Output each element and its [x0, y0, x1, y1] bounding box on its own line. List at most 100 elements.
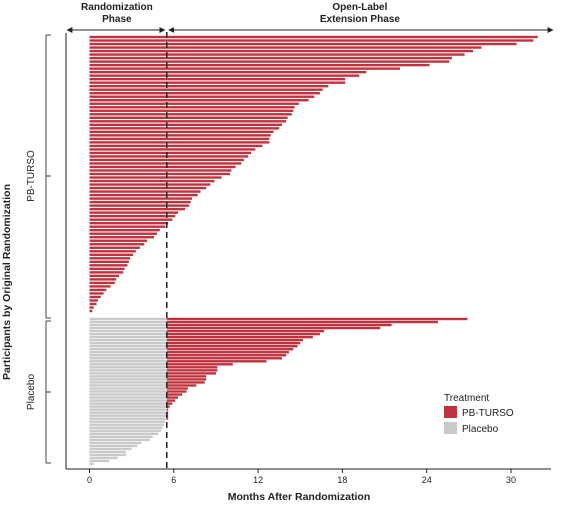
bar-extension [166, 375, 207, 378]
bar-placebo [89, 366, 167, 369]
bar-placebo [89, 354, 167, 357]
bar-pb-turso [89, 221, 169, 225]
bar-pb-turso [89, 46, 482, 49]
bar-pb-turso [89, 197, 193, 200]
bar-placebo [89, 323, 167, 327]
bar-pb-turso [89, 144, 263, 148]
bar-pb-turso [89, 246, 141, 249]
placebo-group-label: Placebo [26, 373, 37, 410]
bar-pb-turso [89, 92, 320, 95]
bar-extension [166, 348, 294, 351]
bar-pb-turso [89, 74, 360, 77]
x-tick-label: 30 [506, 475, 516, 485]
bar-extension [166, 335, 313, 339]
bar-extension [166, 378, 207, 381]
x-tick-label: 12 [253, 475, 263, 485]
bar-pb-turso [89, 151, 252, 155]
bar-extension [166, 351, 290, 354]
bar-placebo [89, 444, 138, 448]
bar-pb-turso [89, 123, 282, 127]
bar-pb-turso [89, 306, 94, 309]
bar-placebo [89, 326, 167, 330]
bar-placebo [89, 381, 167, 384]
bar-placebo [89, 450, 127, 454]
legend-swatch-placebo [444, 422, 457, 434]
bar-pb-turso [89, 193, 198, 197]
bar-placebo [89, 462, 94, 466]
bar-pb-turso [89, 236, 155, 239]
bar-pb-turso [89, 113, 292, 116]
bar-pb-turso [89, 183, 211, 186]
bar-placebo [89, 399, 167, 402]
bar-pb-turso [89, 158, 245, 162]
bar-placebo [89, 417, 167, 420]
bar-pb-turso [89, 116, 288, 119]
bar-pb-turso [89, 271, 124, 274]
legend: Treatment PB-TURSO Placebo [444, 393, 514, 435]
bar-pb-turso [89, 281, 115, 285]
bar-pb-turso [89, 288, 107, 292]
bar-pb-turso [89, 99, 309, 102]
bar-pb-turso [89, 109, 294, 112]
pb-turso-group-label: PB-TURSO [26, 150, 37, 202]
bar-placebo [89, 420, 166, 423]
bar-placebo [89, 372, 167, 375]
bar-pb-turso [89, 207, 186, 211]
bar-placebo [89, 453, 127, 457]
bar-placebo [89, 357, 167, 360]
bar-extension [166, 369, 218, 372]
bar-placebo [89, 438, 150, 442]
bar-extension [166, 384, 197, 387]
bar-extension [166, 366, 218, 369]
bar-placebo [89, 363, 167, 366]
bar-pb-turso [89, 278, 117, 281]
bar-extension [166, 408, 169, 411]
bar-extension [166, 354, 287, 357]
bar-pb-turso [89, 155, 249, 158]
bar-placebo [89, 317, 167, 321]
bar-placebo [89, 390, 167, 393]
bar-placebo [89, 447, 132, 451]
bar-pb-turso [89, 127, 280, 130]
bar-extension [166, 357, 282, 360]
bar-pb-turso [89, 225, 166, 228]
bar-extension [166, 338, 304, 342]
bar-pb-turso [89, 211, 179, 214]
bar-placebo [89, 441, 142, 445]
bar-pb-turso [89, 120, 287, 123]
bar-placebo [89, 393, 167, 396]
bar-placebo [89, 426, 163, 429]
bar-pb-turso [89, 63, 430, 67]
bar-placebo [89, 384, 167, 387]
bar-extension [166, 363, 233, 366]
bar-pb-turso [89, 274, 119, 278]
bar-placebo [89, 351, 167, 354]
bar-extension [166, 381, 205, 384]
bar-pb-turso [89, 253, 134, 256]
bar-pb-turso [89, 130, 274, 134]
x-tick-label: 18 [337, 475, 347, 485]
bar-extension [166, 387, 188, 390]
bar-placebo [89, 369, 167, 372]
bar-pb-turso [89, 229, 160, 232]
bar-placebo [89, 335, 167, 339]
bar-pb-turso [89, 60, 450, 63]
bar-extension [166, 320, 438, 324]
bar-pb-turso [89, 186, 207, 190]
bar-pb-turso [89, 84, 329, 88]
bar-extension [166, 332, 320, 336]
bar-pb-turso [89, 292, 104, 295]
x-tick-label: 0 [87, 475, 92, 485]
bar-pb-turso [89, 264, 128, 267]
bar-extension [166, 323, 392, 327]
bar-pb-turso [89, 239, 148, 242]
bar-placebo [89, 378, 167, 381]
x-axis-label: Months After Randomization [228, 491, 371, 503]
bar-extension [166, 360, 267, 363]
bar-pb-turso [89, 141, 270, 144]
bar-placebo [89, 456, 118, 460]
bar-pb-turso [89, 53, 465, 56]
randomization-phase-label: Randomization Phase [81, 2, 153, 25]
bar-placebo [89, 408, 167, 411]
